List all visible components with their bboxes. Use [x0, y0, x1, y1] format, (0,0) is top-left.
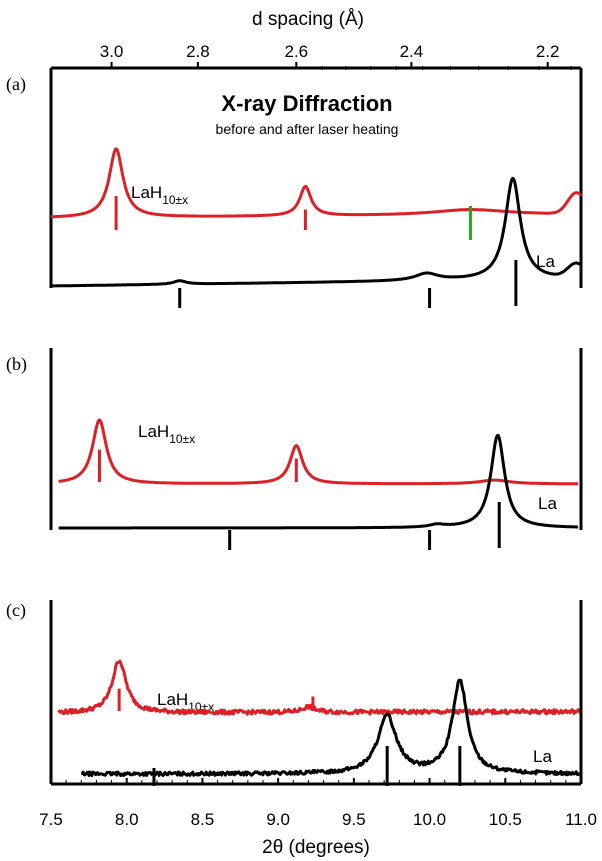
x-axis-label: 2θ (degrees): [262, 837, 370, 858]
series-line-before-heating: [50, 176, 582, 288]
panel-c: (c) LaH10±x La: [6, 600, 583, 786]
panel-a-label: (a): [6, 74, 26, 95]
x-tick-label: 8.5: [191, 810, 215, 829]
element-label-b: La: [538, 494, 557, 513]
top-tick-label: 2.2: [536, 42, 560, 61]
x-tick-label: 11.0: [565, 810, 597, 829]
panel-c-label: (c): [6, 600, 26, 621]
chart-subtitle: before and after laser heating: [216, 121, 399, 137]
top-tick-label: 2.8: [186, 42, 210, 61]
top-axis: d spacing (Å) 3.0 2.8 2.6 2.4 2.2: [51, 9, 581, 70]
bottom-axis: 2θ (degrees) 7.5 8.0 8.5 9.0 9.5 10.0 10.5 11.0: [39, 600, 597, 858]
element-label-a: La: [536, 252, 555, 271]
x-tick-label: 7.5: [39, 810, 63, 829]
element-label-c: La: [533, 747, 552, 766]
series-line-after-heating: [50, 147, 583, 219]
chart-title: X-ray Diffraction: [221, 91, 392, 116]
top-tick-label: 2.6: [284, 42, 308, 61]
series-line-before-heating: [80, 678, 582, 778]
panel-a: (a) X-ray Diffraction before and after l…: [6, 66, 583, 308]
series-line-before-heating: [58, 433, 579, 530]
panel-b: (b) LaH10±x La: [6, 348, 583, 550]
x-tick-label: 10.0: [413, 810, 446, 829]
phase-label-b: LaH10±x: [138, 422, 195, 446]
series-line-after-heating: [58, 418, 579, 486]
x-tick-label: 8.0: [115, 810, 139, 829]
top-tick-label: 2.4: [400, 42, 424, 61]
x-tick-label: 9.5: [342, 810, 366, 829]
x-tick-label: 9.0: [266, 810, 290, 829]
top-tick-label: 3.0: [100, 42, 124, 61]
series-line-after-heating: [57, 659, 582, 716]
phase-label-a: LaH10±x: [131, 183, 188, 207]
top-axis-label: d spacing (Å): [252, 9, 364, 30]
panel-b-label: (b): [6, 354, 27, 375]
x-tick-label: 10.5: [489, 810, 522, 829]
